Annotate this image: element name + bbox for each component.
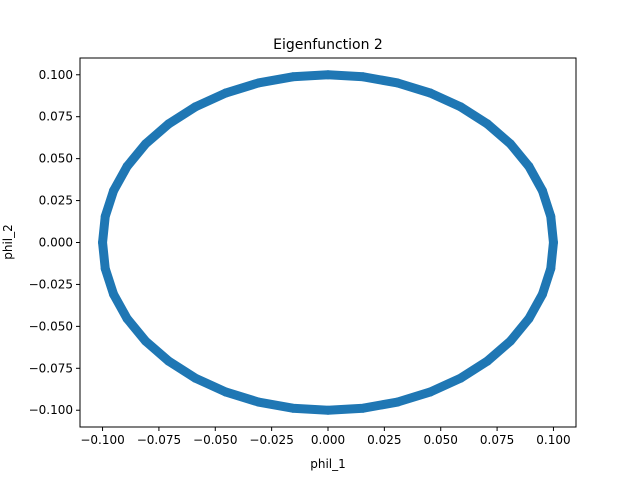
data-point [288,72,298,82]
y-tick-label: 0.100 [39,68,73,82]
data-point [524,161,534,171]
data-point [221,387,231,397]
data-point [253,397,263,407]
data-point [393,397,403,407]
data-point [98,238,108,247]
data-point [393,78,403,88]
y-tick-label: 0.025 [39,194,73,208]
data-point [100,264,110,274]
data-point [190,373,200,383]
chart-title: Eigenfunction 2 [273,37,383,53]
data-point [100,211,110,221]
data-point [253,78,263,88]
x-tick-label: −0.050 [193,433,237,447]
data-point [323,405,333,415]
y-tick-label: 0.075 [39,110,73,124]
data-point [323,70,333,80]
data-point [524,314,534,324]
data-point [456,373,466,383]
y-tick-label: 0.000 [39,236,73,250]
data-point [164,356,174,366]
x-tick-label: 0.075 [480,433,514,447]
data-point [505,336,515,346]
data-point [425,387,435,397]
data-point [505,139,515,149]
data-point [358,403,368,413]
data-point [221,88,231,98]
data-point [537,289,547,299]
y-tick-label: −0.025 [29,277,73,291]
x-tick-label: 0.025 [367,433,401,447]
data-point [141,139,151,149]
data-point [548,238,558,247]
data-point [482,356,492,366]
data-point [358,72,368,82]
data-point [109,289,119,299]
data-point [482,119,492,129]
data-point [164,119,174,129]
x-tick-label: 0.100 [536,433,570,447]
data-point [456,102,466,112]
y-tick-label: −0.075 [29,361,73,375]
y-tick-label: −0.100 [29,403,73,417]
data-point [122,314,132,324]
x-tick-label: −0.025 [249,433,293,447]
data-point [546,211,556,221]
plot-area [80,58,576,427]
data-point [546,264,556,274]
y-tick-label: 0.050 [39,152,73,166]
points-layer [98,70,558,415]
x-axis-ticks: −0.100 −0.075 −0.050 −0.025 0.000 0.025 0.050 0… [80,427,571,447]
x-axis-label: phil_1 [310,457,346,471]
x-tick-label: 0.050 [424,433,458,447]
x-tick-label: 0.000 [311,433,345,447]
data-point [288,403,298,413]
data-point [122,161,132,171]
data-point [109,186,119,196]
x-tick-label: −0.075 [137,433,181,447]
y-axis-label: phil_2 [1,224,15,260]
data-point [141,336,151,346]
data-point [537,186,547,196]
y-axis-ticks: −0.100 −0.075 −0.050 −0.025 0.000 0.025 0.050 0… [29,68,80,417]
x-tick-label: −0.100 [80,433,124,447]
data-point [425,88,435,98]
data-point [190,102,200,112]
y-tick-label: −0.050 [29,319,73,333]
